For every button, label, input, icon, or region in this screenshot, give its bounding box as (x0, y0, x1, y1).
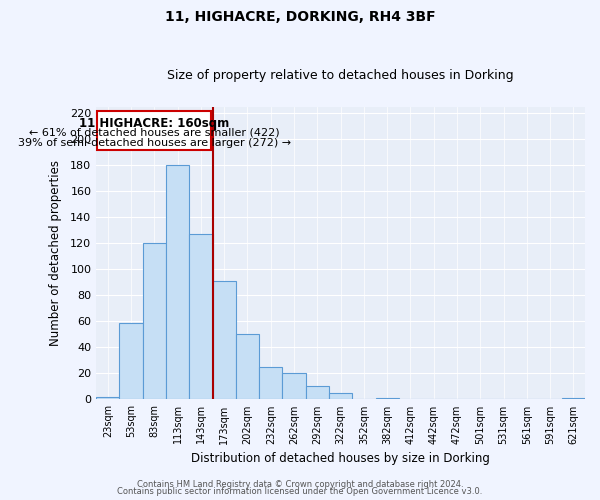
Bar (305, 386, 329, 400)
X-axis label: Distribution of detached houses by size in Dorking: Distribution of detached houses by size … (191, 452, 490, 465)
Bar (329, 393, 352, 400)
Text: ← 61% of detached houses are smaller (422): ← 61% of detached houses are smaller (42… (29, 128, 280, 138)
Text: 11, HIGHACRE, DORKING, RH4 3BF: 11, HIGHACRE, DORKING, RH4 3BF (164, 10, 436, 24)
Text: 11 HIGHACRE: 160sqm: 11 HIGHACRE: 160sqm (79, 117, 230, 130)
Text: Contains public sector information licensed under the Open Government Licence v3: Contains public sector information licen… (118, 487, 482, 496)
Bar (166, 166, 190, 400)
Bar (259, 367, 283, 400)
Bar (212, 281, 236, 400)
Bar (119, 322, 143, 400)
Bar (96, 397, 119, 400)
Bar (236, 334, 259, 400)
Bar (283, 374, 305, 400)
Text: Contains HM Land Registry data © Crown copyright and database right 2024.: Contains HM Land Registry data © Crown c… (137, 480, 463, 489)
Bar (190, 234, 212, 400)
FancyBboxPatch shape (97, 110, 211, 150)
Bar (562, 398, 585, 400)
Title: Size of property relative to detached houses in Dorking: Size of property relative to detached ho… (167, 69, 514, 82)
Text: 39% of semi-detached houses are larger (272) →: 39% of semi-detached houses are larger (… (18, 138, 291, 148)
Bar (143, 244, 166, 400)
Bar (376, 398, 399, 400)
Y-axis label: Number of detached properties: Number of detached properties (49, 160, 62, 346)
